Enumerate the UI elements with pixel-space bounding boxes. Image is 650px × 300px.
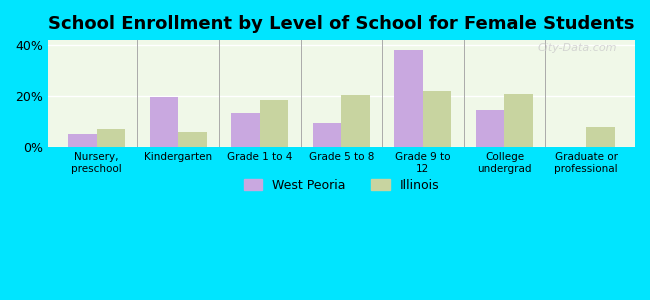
Bar <box>231 113 260 147</box>
Text: City-Data.com: City-Data.com <box>538 43 617 53</box>
Bar <box>68 134 97 147</box>
Bar <box>586 127 615 147</box>
Bar <box>504 94 533 147</box>
Bar <box>178 132 207 147</box>
Bar <box>423 91 452 147</box>
Legend: West Peoria, Illinois: West Peoria, Illinois <box>239 173 444 196</box>
Bar <box>260 100 289 147</box>
Bar <box>97 129 125 147</box>
Title: School Enrollment by Level of School for Female Students: School Enrollment by Level of School for… <box>48 15 634 33</box>
Bar <box>150 98 178 147</box>
Bar <box>313 123 341 147</box>
Bar <box>395 50 423 147</box>
Bar <box>476 110 504 147</box>
Bar <box>341 95 370 147</box>
